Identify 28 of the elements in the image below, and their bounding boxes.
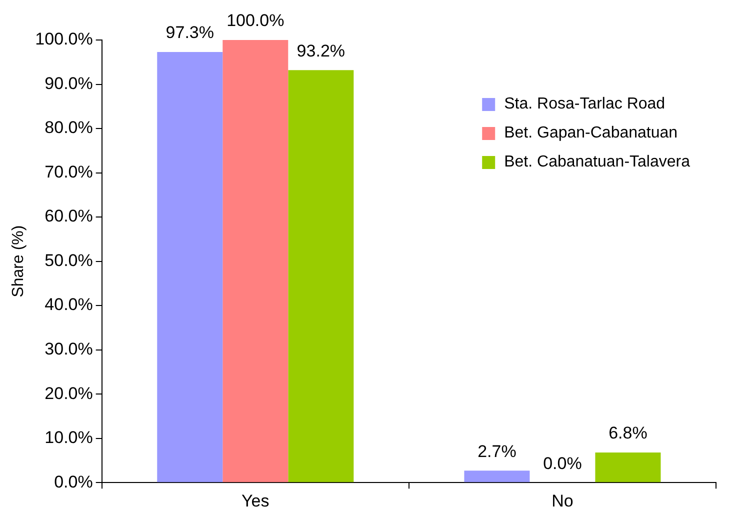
y-axis-title: Share (%) <box>10 225 28 298</box>
data-label: 93.2% <box>296 41 346 60</box>
data-label: 6.8% <box>608 424 648 443</box>
bar <box>288 70 354 482</box>
data-label: 97.3% <box>166 23 214 42</box>
bar <box>595 452 661 482</box>
x-tick-label: Yes <box>242 491 270 510</box>
y-tick-label: 0.0% <box>54 472 93 492</box>
x-tick-label: No <box>552 491 574 510</box>
legend-label: Sta. Rosa-Tarlac Road <box>504 95 666 112</box>
data-label: 2.7% <box>478 442 516 461</box>
y-tick-label: 100.0% <box>35 30 93 49</box>
y-tick-label: 90.0% <box>44 74 93 93</box>
y-tick-label: 30.0% <box>44 340 93 359</box>
data-label: 100.0% <box>226 11 284 30</box>
y-tick-label: 70.0% <box>44 162 93 182</box>
bar <box>157 52 223 482</box>
y-tick-label: 50.0% <box>44 250 93 270</box>
y-tick-label: 40.0% <box>44 295 93 314</box>
legend-label: Bet. Cabanatuan-Talavera <box>504 153 690 170</box>
bar <box>464 470 530 482</box>
data-label: 0.0% <box>543 454 582 473</box>
y-tick-label: 60.0% <box>44 206 93 226</box>
y-tick-label: 20.0% <box>44 384 93 403</box>
legend-label: Bet. Gapan-Cabanatuan <box>504 124 678 142</box>
y-tick-label: 10.0% <box>44 428 93 448</box>
bar <box>222 40 288 482</box>
y-tick-label: 80.0% <box>44 118 93 138</box>
